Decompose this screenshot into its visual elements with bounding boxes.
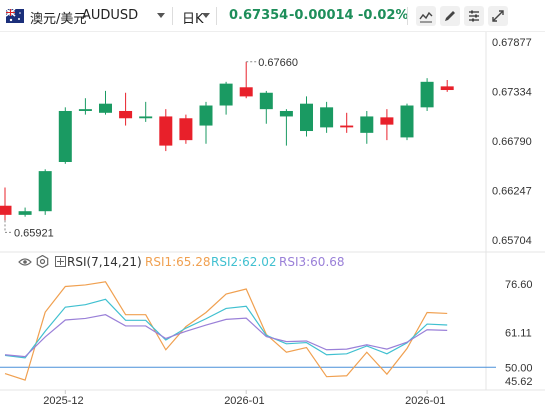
- rsi-tick-label: 76.60: [505, 279, 533, 291]
- candle-body: [239, 87, 253, 97]
- candle-body: [420, 81, 434, 108]
- rsi3-line: [4, 314, 448, 358]
- candle-body: [0, 205, 12, 215]
- current-price: 0.67354: [229, 8, 289, 23]
- rsi-50-label-bg: [496, 360, 545, 375]
- draw-icon: [445, 11, 455, 21]
- indicator-button[interactable]: [416, 6, 436, 26]
- settings-icon: [469, 10, 479, 22]
- symbol-name[interactable]: 澳元/美元: [30, 12, 87, 27]
- period-dropdown-caret-icon[interactable]: [202, 13, 210, 18]
- x-tick-label: 2026-01: [224, 395, 264, 407]
- candle-body: [400, 105, 414, 138]
- chart-toolbar: 澳元/美元 AUDUSD 日K 0.67354 -0.00014 -0.02%: [0, 0, 545, 32]
- rsi2-line: [4, 298, 448, 359]
- price-tick-label: 0.66790: [492, 136, 532, 148]
- rsi2-legend: RSI2:62.02: [211, 255, 277, 269]
- rsi3-legend: RSI3:60.68: [279, 255, 345, 269]
- candle-body: [119, 110, 133, 119]
- fullscreen-icon: [492, 10, 504, 22]
- candle-body: [38, 171, 52, 212]
- min-price-label: 0.65921: [14, 227, 54, 239]
- candle-body: [320, 107, 334, 128]
- rsi-tick-label: 45.62: [505, 376, 533, 388]
- rsi-tick-label: 61.11: [505, 328, 532, 340]
- price-change-percent: -0.02%: [358, 8, 409, 23]
- candle-body: [18, 211, 32, 215]
- x-tick-label: 2026-01: [405, 395, 445, 407]
- candle-body: [139, 116, 153, 119]
- price-tick-label: 0.67334: [492, 86, 532, 98]
- candle-body: [340, 125, 354, 128]
- candle-body: [219, 83, 233, 106]
- toolbar-divider: [172, 7, 173, 25]
- rsi-50-label: 50.00: [505, 362, 533, 374]
- price-tick-label: 0.65704: [492, 235, 532, 247]
- toolbar-divider: [216, 7, 217, 25]
- candle-body: [78, 109, 92, 111]
- candle-body: [99, 103, 112, 113]
- x-tick-label: 2025-12: [43, 395, 83, 407]
- gear-icon[interactable]: [36, 255, 49, 268]
- settings-button[interactable]: [464, 6, 484, 26]
- candle-body: [58, 110, 72, 163]
- candle-body: [159, 116, 173, 146]
- rsi-indicator-label: RSI(7,14,21): [67, 255, 142, 269]
- symbol-code[interactable]: AUDUSD: [82, 8, 139, 23]
- max-price-label: 0.67660: [258, 57, 298, 69]
- candle-body: [440, 86, 454, 91]
- flag-icon: [6, 9, 24, 23]
- rsi1-legend: RSI1:65.28: [145, 255, 211, 269]
- candle-body: [380, 117, 394, 125]
- expand-icon[interactable]: [55, 256, 66, 267]
- draw-button[interactable]: [440, 6, 460, 26]
- candle-body: [259, 92, 273, 110]
- price-tick-label: 0.67877: [492, 37, 532, 49]
- indicator-icon: [419, 11, 433, 23]
- price-tick-label: 0.66247: [492, 186, 532, 198]
- price-change: -0.00014: [289, 8, 354, 23]
- candle-body: [360, 116, 374, 133]
- symbol-dropdown-caret-icon[interactable]: [157, 13, 165, 18]
- period-selector[interactable]: 日K: [182, 12, 204, 27]
- candle-body: [300, 103, 313, 132]
- rsi-legend: RSI(7,14,21) RSI1:65.28 RSI2:62.02 RSI3:…: [0, 252, 545, 272]
- eye-icon[interactable]: [18, 257, 32, 267]
- fullscreen-button[interactable]: [488, 6, 508, 26]
- toolbar-divider: [407, 7, 408, 25]
- rsi1-line: [4, 281, 448, 381]
- candle-body: [179, 118, 193, 141]
- candle-body: [199, 105, 213, 126]
- candle-body: [279, 110, 293, 117]
